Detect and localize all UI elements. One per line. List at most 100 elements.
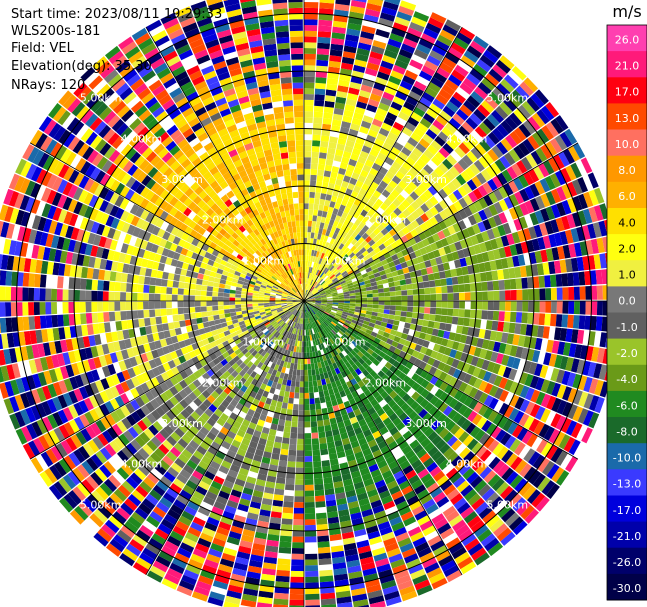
velocity-gate [314,268,318,275]
velocity-gate [352,211,360,219]
velocity-gate [304,387,309,393]
velocity-gate [412,306,419,313]
velocity-gate [439,29,456,42]
velocity-gate [326,279,332,284]
velocity-gate [551,247,560,261]
velocity-gate [344,331,351,337]
velocity-gate [436,293,442,301]
velocity-gate [519,372,529,385]
velocity-gate [343,206,351,214]
velocity-gate [493,188,504,201]
velocity-gate [323,477,333,484]
velocity-gate [341,199,348,207]
velocity-gate [309,302,316,305]
velocity-gate [391,175,402,185]
velocity-gate [416,319,424,326]
velocity-gate [189,307,196,313]
velocity-gate [304,444,312,451]
velocity-gate [334,3,350,12]
velocity-gate [309,303,315,307]
velocity-gate [354,219,362,227]
velocity-gate [360,169,369,178]
velocity-gate [395,295,402,301]
velocity-gate [352,317,359,322]
velocity-gate [366,348,374,355]
velocity-gate [475,233,485,244]
velocity-gate [429,216,439,226]
velocity-gate [501,169,513,183]
velocity-gate [308,304,313,309]
velocity-gate [313,307,318,312]
velocity-gate [330,244,336,252]
velocity-gate [341,270,348,276]
velocity-gate [422,253,430,262]
velocity-gate [500,235,510,247]
velocity-gate [540,144,553,160]
velocity-gate [114,291,121,301]
velocity-gate [407,27,423,38]
velocity-gate [173,274,181,282]
velocity-gate [311,287,316,293]
velocity-gate [304,99,314,106]
velocity-gate [310,238,314,245]
velocity-gate [324,395,331,403]
velocity-gate [240,304,247,308]
velocity-gate [388,180,398,189]
velocity-gate [520,323,527,336]
velocity-gate [365,358,373,366]
velocity-gate [521,312,528,324]
velocity-gate [183,307,190,314]
velocity-gate [137,284,144,293]
velocity-gate [304,415,311,422]
velocity-gate [454,350,463,361]
velocity-gate [504,116,518,130]
velocity-gate [312,308,318,313]
velocity-gate [377,223,385,232]
velocity-gate [369,51,383,61]
velocity-gate [488,397,499,410]
velocity-gate [509,474,523,489]
velocity-gate [329,251,336,258]
velocity-gate [375,333,383,340]
velocity-gate [342,289,349,293]
velocity-gate [545,301,552,313]
velocity-gate [471,458,484,471]
velocity-gate [517,254,526,266]
velocity-gate [555,115,569,131]
velocity-gate [359,313,366,318]
velocity-gate [289,593,304,600]
velocity-gate [527,312,534,325]
velocity-gate [451,251,460,261]
velocity-gate [513,108,527,123]
velocity-gate [418,294,425,301]
velocity-gate [417,352,425,361]
velocity-gate [376,344,384,351]
velocity-gate [353,166,362,175]
velocity-gate [531,492,546,508]
velocity-gate [382,54,396,65]
velocity-gate [304,438,312,445]
velocity-gate [338,319,345,324]
velocity-gate [307,261,311,267]
velocity-gate [463,317,470,327]
velocity-gate [115,321,123,331]
velocity-gate [372,304,379,309]
velocity-gate [430,12,447,24]
velocity-gate [415,206,425,216]
velocity-gate [565,165,577,181]
velocity-gate [398,380,407,390]
velocity-gate [424,219,434,229]
velocity-gate [323,106,334,114]
velocity-gate [364,253,372,260]
velocity-gate [587,223,597,239]
velocity-gate [235,307,242,312]
velocity-gate [340,282,347,287]
velocity-gate [534,337,543,351]
velocity-gate [478,122,492,135]
velocity-gate [284,420,292,427]
velocity-gate [325,277,331,283]
velocity-gate [389,211,398,220]
velocity-gate [378,243,386,251]
velocity-gate [305,599,320,606]
velocity-gate [317,36,331,44]
